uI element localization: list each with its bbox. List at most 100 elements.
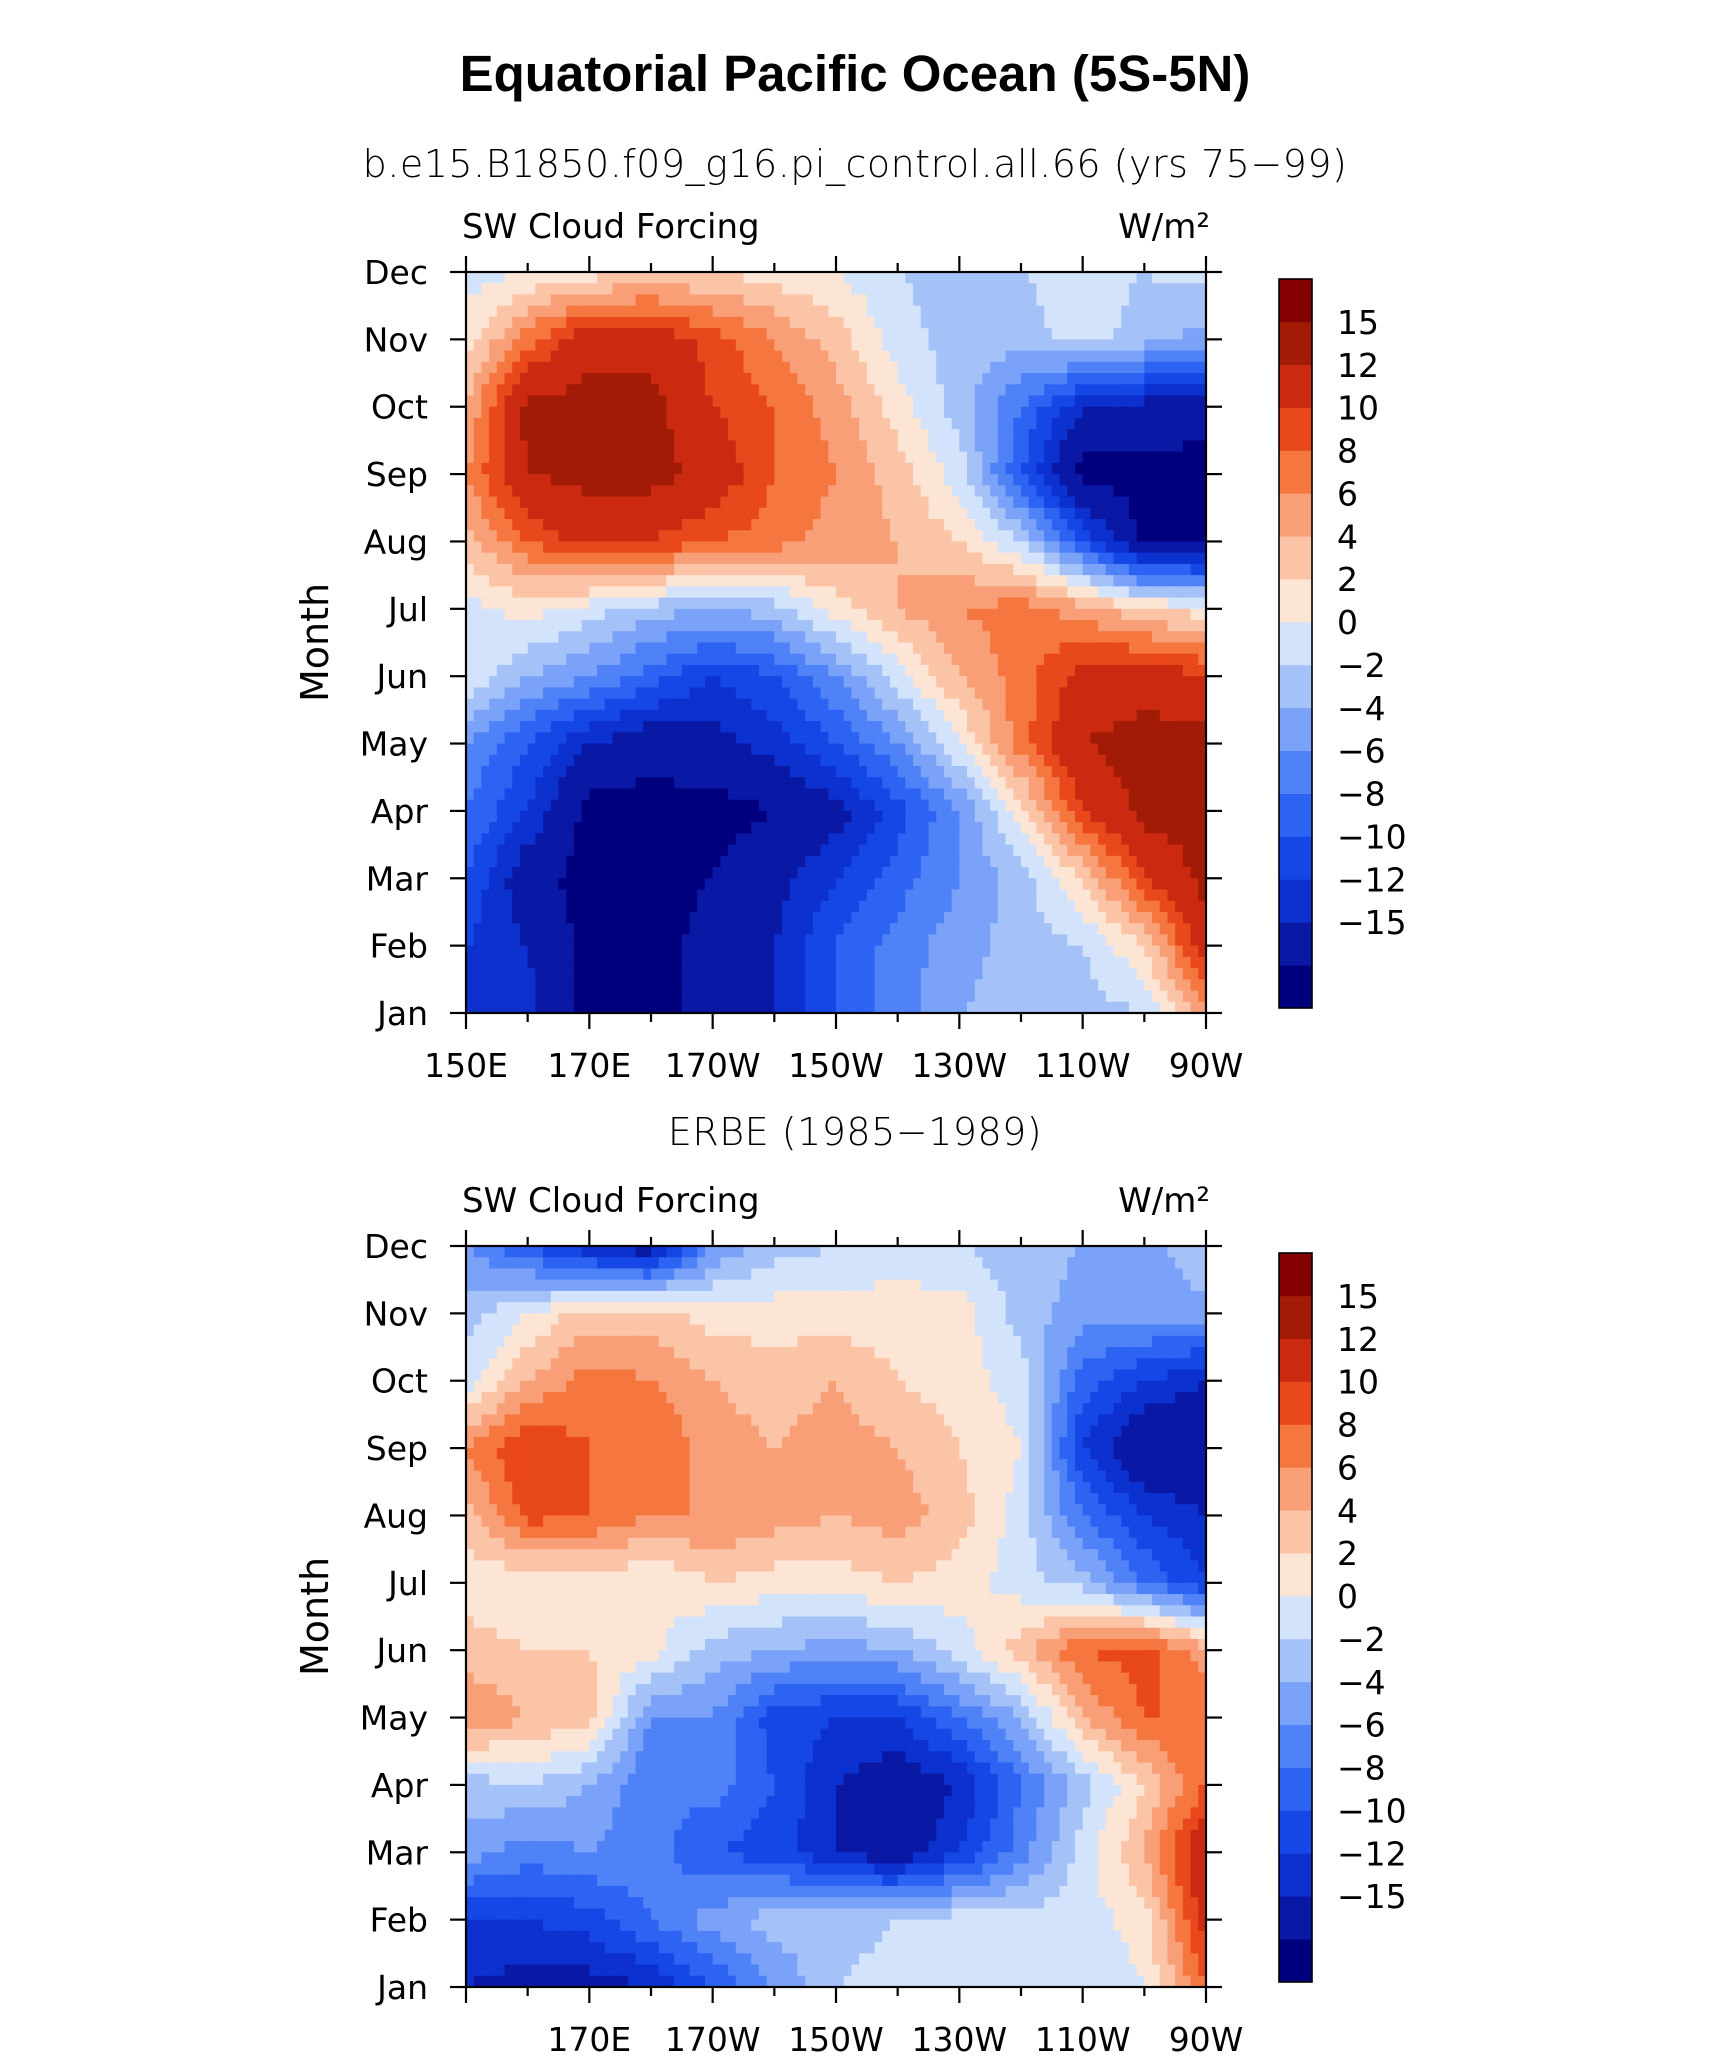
heatmap-cell: [843, 305, 853, 318]
heatmap-cell: [1144, 272, 1153, 284]
heatmap-cell: [689, 350, 698, 363]
heatmap-cell: [782, 328, 791, 340]
heatmap-cell: [612, 328, 621, 340]
heatmap-cell: [1113, 328, 1122, 340]
heatmap-cell: [720, 294, 729, 307]
heatmap-cell: [905, 350, 914, 363]
heatmap-cell: [620, 361, 629, 374]
heatmap-cell: [597, 272, 606, 284]
heatmap-cell: [836, 339, 845, 352]
heatmap-cell: [473, 339, 483, 352]
heatmap-cell: [1021, 328, 1030, 340]
heatmap-cell: [504, 305, 513, 318]
heatmap-cell: [720, 339, 729, 352]
heatmap-cell: [597, 339, 606, 352]
heatmap-cell: [1028, 294, 1038, 307]
heatmap-cell: [889, 339, 899, 352]
heatmap-cell: [512, 272, 521, 284]
heatmap-cell: [466, 316, 475, 329]
figure-title: Equatorial Pacific Ocean (5S-5N): [459, 45, 1251, 102]
heatmap-cell: [982, 272, 991, 284]
heatmap-cell: [851, 272, 860, 284]
heatmap-cell: [774, 283, 783, 296]
heatmap-cell: [674, 328, 683, 340]
heatmap-cell: [889, 305, 899, 318]
heatmap-cell: [1128, 316, 1138, 329]
heatmap-cell: [512, 294, 521, 307]
heatmap-cell: [1082, 305, 1091, 318]
heatmap-cell: [1190, 316, 1199, 329]
heatmap-cell: [1021, 272, 1030, 284]
heatmap-cell: [828, 350, 837, 363]
heatmap-cell: [681, 294, 691, 307]
heatmap-cell: [704, 305, 714, 318]
heatmap-cell: [1144, 339, 1153, 352]
heatmap-cell: [535, 339, 544, 352]
heatmap-cell: [535, 283, 544, 296]
heatmap-cell: [913, 316, 922, 329]
heatmap-cell: [550, 294, 560, 307]
heatmap-cell: [1082, 328, 1091, 340]
heatmap-cell: [836, 316, 845, 329]
heatmap-cell: [597, 361, 606, 374]
heatmap-cell: [805, 272, 814, 284]
heatmap-cell: [573, 305, 583, 318]
heatmap-cell: [496, 350, 506, 363]
heatmap-cell: [597, 350, 606, 363]
heatmap-cell: [697, 339, 706, 352]
heatmap-cell: [473, 272, 483, 284]
heatmap-cell: [1198, 294, 1207, 307]
heatmap-cell: [466, 272, 475, 284]
heatmap-cell: [735, 283, 745, 296]
heatmap-cell: [1082, 339, 1091, 352]
heatmap-cell: [689, 272, 698, 284]
heatmap-cell: [527, 328, 536, 340]
heatmap-cell: [967, 272, 976, 284]
heatmap-cell: [728, 316, 737, 329]
heatmap-cell: [889, 272, 899, 284]
heatmap-cell: [766, 283, 775, 296]
heatmap-cell: [859, 350, 868, 363]
heatmap-cell: [1128, 294, 1138, 307]
heatmap-cell: [997, 328, 1007, 340]
heatmap-cell: [751, 294, 760, 307]
heatmap-cell: [473, 283, 483, 296]
heatmap-cell: [866, 316, 876, 329]
heatmap-cell: [789, 272, 799, 284]
heatmap-cell: [689, 339, 698, 352]
heatmap-cell: [751, 350, 760, 363]
heatmap-cell: [612, 339, 621, 352]
heatmap-cell: [997, 272, 1007, 284]
heatmap-cell: [897, 294, 906, 307]
heatmap-cell: [589, 328, 598, 340]
heatmap-cell: [774, 328, 783, 340]
heatmap-cell: [990, 339, 999, 352]
heatmap-cell: [1128, 272, 1138, 284]
heatmap-cell: [805, 305, 814, 318]
heatmap-cell: [1105, 272, 1115, 284]
heatmap-cell: [866, 339, 876, 352]
heatmap-cell: [1051, 294, 1061, 307]
heatmap-cell: [1152, 305, 1161, 318]
heatmap-cell: [1098, 305, 1107, 318]
heatmap-cell: [1021, 339, 1030, 352]
heatmap-cell: [728, 305, 737, 318]
heatmap-cell: [758, 294, 768, 307]
heatmap-cell: [1190, 272, 1199, 284]
heatmap-cell: [1190, 294, 1199, 307]
heatmap-cell: [997, 339, 1007, 352]
heatmap-cell: [658, 305, 668, 318]
panel-1-title: b.e15.B1850.f09_g16.pi_control.all.66 (y…: [362, 142, 1348, 186]
heatmap-cell: [859, 316, 868, 329]
heatmap-cell: [1152, 283, 1161, 296]
heatmap-cell: [651, 294, 660, 307]
heatmap-cell: [874, 272, 883, 284]
heatmap-cell: [481, 350, 490, 363]
heatmap-cell: [635, 339, 644, 352]
heatmap-cell: [504, 339, 513, 352]
heatmap-cell: [558, 316, 567, 329]
heatmap-cell: [1051, 328, 1061, 340]
heatmap-cell: [836, 283, 845, 296]
heatmap-cell: [504, 361, 513, 374]
heatmap-cell: [997, 294, 1007, 307]
